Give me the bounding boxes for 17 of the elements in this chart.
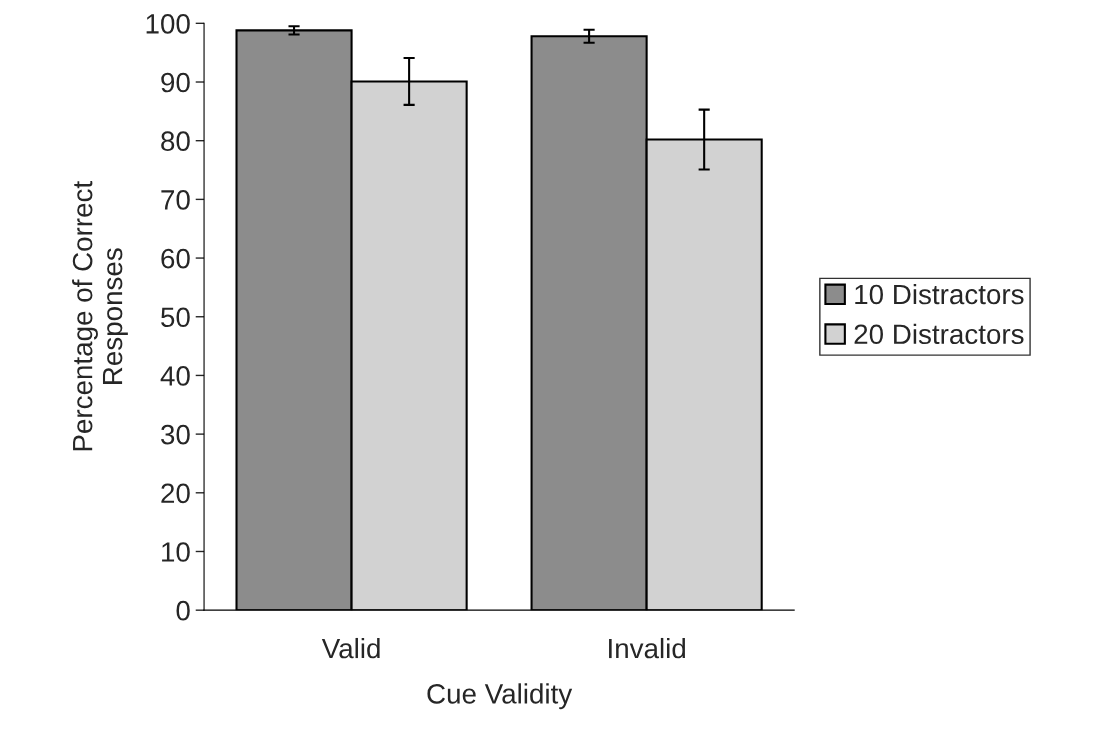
y-tick-label: 80 (161, 131, 190, 152)
legend-label: 10 Distractors (855, 283, 1024, 305)
y-tick-label: 40 (160, 366, 190, 386)
x-tick-label: Invalid (609, 637, 685, 659)
y-tick-label: 50 (161, 307, 190, 328)
y-tick-label: 70 (161, 190, 190, 210)
y-tick-label: 60 (161, 248, 190, 269)
y-tick-label: 100 (146, 14, 190, 34)
y-tick-label: 10 (162, 542, 190, 562)
y-tick-label: 20 (161, 483, 190, 504)
x-axis-title: Cue Validity (427, 683, 573, 710)
y-tick-label: 30 (161, 424, 190, 445)
y-tick-label: 90 (161, 72, 190, 93)
y-axis-title: Percentage of Correct Responses (72, 181, 128, 451)
y-tick-label: 0 (176, 600, 190, 621)
x-tick-label: Valid (321, 637, 380, 659)
legend-label: 20 Distractors (854, 323, 1024, 345)
